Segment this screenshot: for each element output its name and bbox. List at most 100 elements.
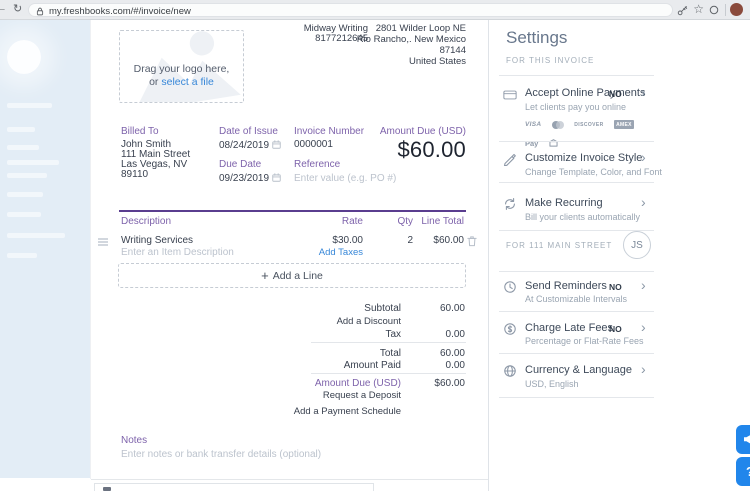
divider — [499, 311, 654, 312]
client-avatar[interactable]: JS — [623, 231, 651, 259]
select-file-link[interactable]: select a file — [161, 76, 214, 88]
announcements-button[interactable] — [736, 425, 750, 454]
settings-item-label: Currency & Language — [525, 364, 633, 376]
col-header-qty: Qty — [397, 216, 413, 227]
total-label: Total — [379, 348, 401, 359]
item-line-total: $60.00 — [433, 235, 464, 246]
due-date-value: 09/23/2019 — [219, 173, 281, 184]
settings-item-send-reminders[interactable]: Send Reminders NO › At Customizable Inte… — [503, 277, 655, 313]
settings-panel: Settings FOR THIS INVOICE Accept Online … — [488, 20, 750, 491]
divider — [499, 397, 654, 398]
divider — [499, 230, 654, 231]
due-date-field[interactable]: Due Date 09/23/2019 — [219, 159, 281, 184]
paper-footer-line — [91, 479, 488, 480]
toolbar-divider — [725, 4, 726, 16]
question-mark-icon: ? — [736, 457, 750, 486]
invoice-number-field[interactable]: Invoice Number 0000001 — [294, 126, 364, 150]
date-of-issue-label: Date of Issue — [219, 126, 278, 137]
settings-item-customize-style[interactable]: Customize Invoice Style › Change Templat… — [503, 149, 662, 185]
settings-item-currency-language[interactable]: Currency & Language › USD, English — [503, 361, 655, 397]
logo-drag-text: Drag your logo here, — [133, 63, 230, 75]
add-taxes-link[interactable]: Add Taxes — [318, 247, 363, 258]
amount-due-value: $60.00 — [397, 137, 466, 162]
subtotal-value: 60.00 — [439, 303, 465, 314]
company-block[interactable]: Midway Writing 8177212645 — [261, 24, 368, 44]
settings-item-make-recurring[interactable]: Make Recurring › Bill your clients autom… — [503, 194, 655, 230]
settings-item-label: Accept Online Payments — [525, 87, 646, 99]
divider — [499, 271, 654, 272]
client-zip: 89110 — [121, 169, 149, 180]
item-description-placeholder[interactable]: Enter an Item Description — [121, 247, 234, 258]
client-city: Las Vegas, NV — [121, 159, 188, 170]
reference-placeholder: Enter value (e.g. PO #) — [294, 173, 397, 184]
date-of-issue-field[interactable]: Date of Issue 08/24/2019 — [219, 126, 281, 151]
plus-icon: + — [261, 268, 269, 283]
total-amount-due-value: $60.00 — [434, 378, 465, 389]
line-item-row[interactable]: Writing Services Enter an Item Descripti… — [91, 234, 488, 260]
extension-icon[interactable] — [709, 5, 719, 15]
credit-card-icon — [503, 90, 517, 100]
chevron-right-icon: › — [641, 194, 646, 210]
col-header-line-total: Line Total — [421, 216, 464, 227]
sidebar-nav-item — [7, 173, 47, 178]
total-value: 60.00 — [439, 348, 465, 359]
add-line-button[interactable]: + Add a Line — [118, 263, 466, 288]
invoice-number-value: 0000001 — [294, 139, 333, 150]
notes-placeholder[interactable]: Enter notes or bank transfer details (op… — [121, 449, 322, 460]
divider — [499, 182, 654, 183]
dollar-circle-icon — [504, 323, 516, 335]
reminder-clock-icon — [504, 281, 516, 293]
sidebar-nav-item — [7, 145, 39, 150]
add-discount-link[interactable]: Add a Discount — [336, 316, 401, 327]
address-line: United States — [408, 56, 466, 67]
billed-to-label: Billed To — [121, 126, 159, 137]
bookmark-star-icon[interactable]: ☆ — [693, 2, 704, 16]
divider — [499, 353, 654, 354]
browser-profile-avatar[interactable] — [730, 3, 743, 16]
request-deposit-link[interactable]: Request a Deposit — [322, 390, 401, 401]
company-name: Midway Writing — [303, 23, 368, 34]
payment-schedule-link[interactable]: Add a Payment Schedule — [293, 406, 401, 417]
address-bar[interactable]: my.freshbooks.com/#/invoice/new — [28, 3, 673, 17]
tax-label[interactable]: Tax — [385, 329, 401, 340]
amount-paid-label: Amount Paid — [343, 360, 401, 371]
item-rate[interactable]: $30.00 — [332, 235, 363, 246]
footer-glyph — [103, 487, 111, 491]
divider — [499, 75, 654, 76]
chevron-right-icon: › — [641, 361, 646, 377]
app-sidebar-dimmed — [0, 20, 90, 478]
calendar-icon[interactable] — [272, 140, 281, 149]
reference-field[interactable]: Reference Enter value (e.g. PO #) — [294, 159, 396, 184]
help-button[interactable]: ? — [736, 457, 750, 486]
payment-brand-icons: VISA DISCOVER AMEX Pay — [525, 116, 655, 148]
settings-title: Settings — [506, 28, 568, 47]
settings-item-accept-payments[interactable]: Accept Online Payments NO › Let clients … — [503, 84, 655, 148]
company-address-block[interactable]: 2801 Wilder Loop NE Rio Rancho,. New Mex… — [354, 23, 466, 67]
invoice-number-label: Invoice Number — [294, 126, 365, 137]
settings-item-label: Customize Invoice Style — [525, 152, 643, 164]
item-description[interactable]: Writing Services — [121, 235, 194, 246]
drag-handle-icon[interactable] — [98, 238, 108, 246]
logo-or-text: or — [149, 76, 162, 88]
invoice-editor: Drag your logo here, or select a file Mi… — [90, 20, 488, 491]
megaphone-icon — [744, 435, 750, 444]
billed-to-block[interactable]: Billed To John Smith 111 Main Street Las… — [121, 126, 190, 180]
due-date-label: Due Date — [219, 159, 262, 170]
tax-value: 0.00 — [445, 329, 465, 340]
key-icon[interactable] — [677, 5, 688, 16]
back-icon[interactable]: ← — [0, 2, 7, 14]
url-text: my.freshbooks.com/#/invoice/new — [49, 5, 191, 17]
sidebar-nav-item — [7, 127, 35, 132]
date-of-issue-value: 08/24/2019 — [219, 140, 281, 151]
settings-item-late-fees[interactable]: Charge Late Fees NO › Percentage or Flat… — [503, 319, 655, 355]
trash-icon[interactable] — [467, 235, 477, 247]
address-line: 2801 Wilder Loop NE — [375, 23, 466, 34]
item-qty[interactable]: 2 — [407, 235, 413, 246]
subtotal-label: Subtotal — [364, 303, 401, 314]
apple-pay-icon: Pay — [525, 138, 539, 148]
reload-icon[interactable]: ↻ — [13, 3, 23, 15]
sidebar-nav-item — [7, 192, 43, 197]
logo-dropzone[interactable]: Drag your logo here, or select a file — [119, 30, 244, 103]
calendar-icon[interactable] — [272, 173, 281, 182]
